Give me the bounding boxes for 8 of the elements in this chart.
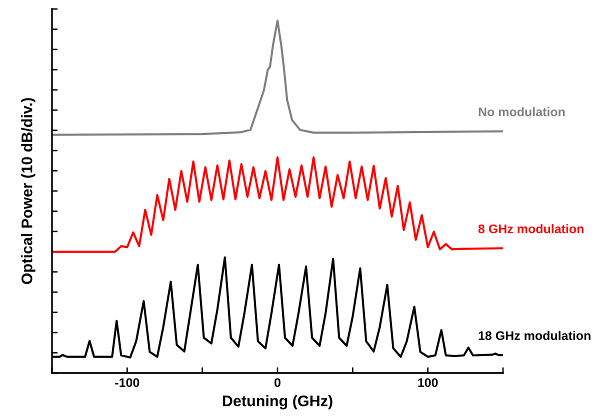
x-tick-label: -100 <box>115 378 140 388</box>
x-tick-label: 0 <box>274 378 280 388</box>
x-tick-label: 100 <box>418 378 438 388</box>
y-axis-title: Optical Power (10 dB/div.) <box>21 98 36 284</box>
series-label: 8 GHz modulation <box>478 224 584 234</box>
series-label: No modulation <box>478 107 565 116</box>
series-label: 18 GHz modulation <box>478 330 590 340</box>
x-axis-title: Detuning (GHz) <box>222 395 332 410</box>
